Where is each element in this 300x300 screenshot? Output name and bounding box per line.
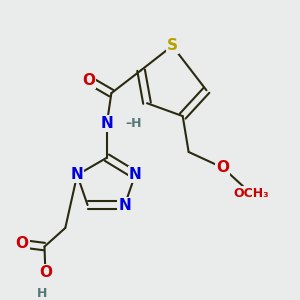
Text: O: O (39, 265, 52, 280)
Text: N: N (118, 197, 131, 212)
Text: S: S (167, 38, 178, 53)
Text: N: N (71, 167, 84, 182)
Text: O: O (82, 73, 96, 88)
Text: N: N (100, 116, 113, 131)
Text: –H: –H (125, 117, 142, 130)
Text: N: N (129, 167, 142, 182)
Text: H: H (37, 286, 47, 300)
Text: O: O (216, 160, 229, 175)
Text: OCH₃: OCH₃ (233, 187, 269, 200)
Text: O: O (16, 236, 29, 251)
